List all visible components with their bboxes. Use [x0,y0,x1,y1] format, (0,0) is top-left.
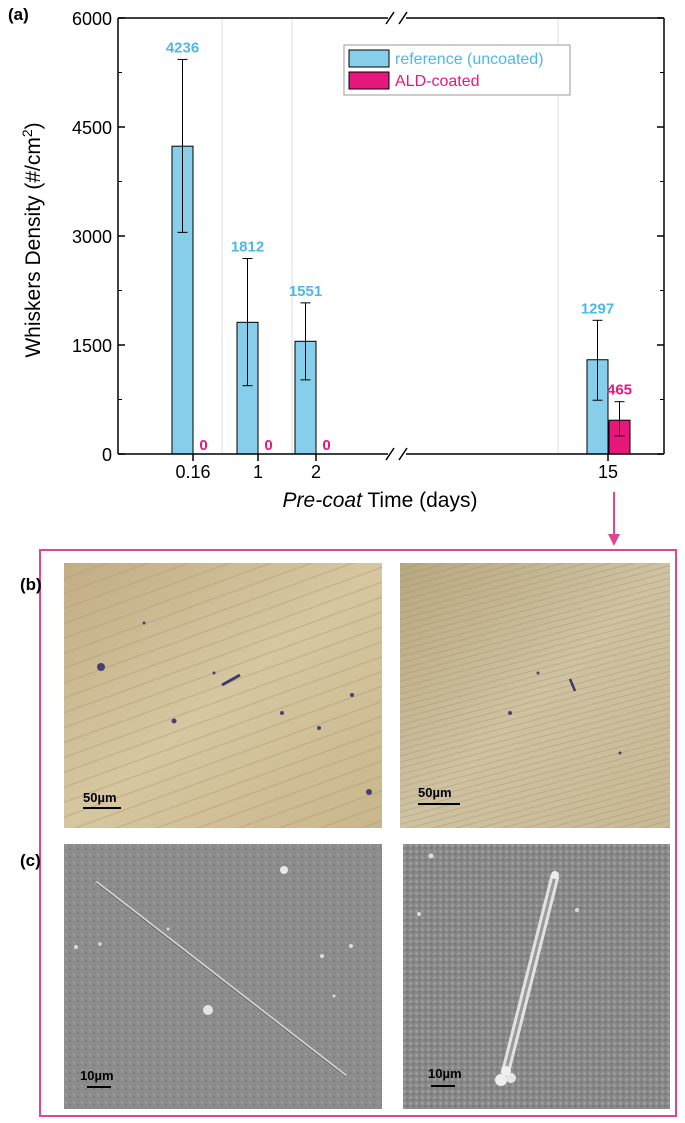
sem-image-ald [403,844,670,1109]
x-tick-label-1: 1 [253,462,263,482]
break-mark-b-0 [398,11,408,25]
panel-label-c: (c) [20,851,41,870]
y-axis-label: Whiskers Density (#/cm2) [19,122,45,357]
scale-label-b-right: 50µm [418,785,452,800]
legend-swatch-1 [348,71,390,90]
data-label-0-0: 4236 [166,39,199,56]
data-label-0-3: 1297 [581,300,614,317]
x-axis-label: Pre-coat Time (days) [283,489,478,512]
scale-bar-c-left [87,1086,111,1088]
x-tick-label-0: 0.16 [175,462,210,482]
x-tick-label-3: 15 [598,462,618,482]
bars [171,145,631,455]
x-tick-label-2: 2 [311,462,321,482]
legend-label-0: reference (uncoated) [395,51,544,68]
data-label-1-3: 465 [607,382,632,399]
break-mark-a-0 [385,11,395,25]
y-tick-label-1: 1500 [72,336,112,356]
data-label-0-1: 1812 [231,239,264,256]
y-tick-label-4: 6000 [72,9,112,29]
y-tick-label-3: 4500 [72,118,112,138]
bar-chart: 0 1500 3000 4500 6000 0.16 1 2 15 4236 1812 1551 1… [19,9,665,546]
scale-bar-b-right [418,803,460,805]
x-ticks: 0.16 1 2 15 [175,454,618,482]
scale-label-b-left: 50µm [83,790,117,805]
data-label-1-1: 0 [264,437,272,454]
legend: reference (uncoated) ALD-coated [343,44,571,96]
optical-micrograph-reference [64,563,382,828]
y-tick-label-0: 0 [102,445,112,465]
legend-swatch-0 [348,49,390,68]
break-mark-a-1 [385,447,395,461]
data-label-1-0: 0 [199,437,207,454]
pointer-arrow-head [608,534,620,546]
legend-label-1: ALD-coated [395,73,480,90]
y-tick-label-2: 3000 [72,227,112,247]
break-mark-b-1 [398,447,408,461]
y-ticks: 0 1500 3000 4500 6000 [72,9,664,465]
scale-label-c-left: 10µm [80,1068,114,1083]
data-label-0-2: 1551 [289,283,322,300]
error-bars [177,58,625,437]
sem-image-reference [64,844,382,1109]
scale-label-c-right: 10µm [428,1066,462,1081]
data-label-1-2: 0 [322,437,330,454]
data-labels: 4236 1812 1551 1297 0 0 0 465 [166,39,632,454]
panel-label-b: (b) [20,575,42,594]
micrograph-frame [39,549,677,1117]
optical-micrograph-ald [400,563,670,828]
scale-bar-c-right [431,1085,455,1087]
axis-break [385,11,408,461]
scale-bar-b-left [83,807,121,809]
panel-label-a: (a) [8,5,29,24]
